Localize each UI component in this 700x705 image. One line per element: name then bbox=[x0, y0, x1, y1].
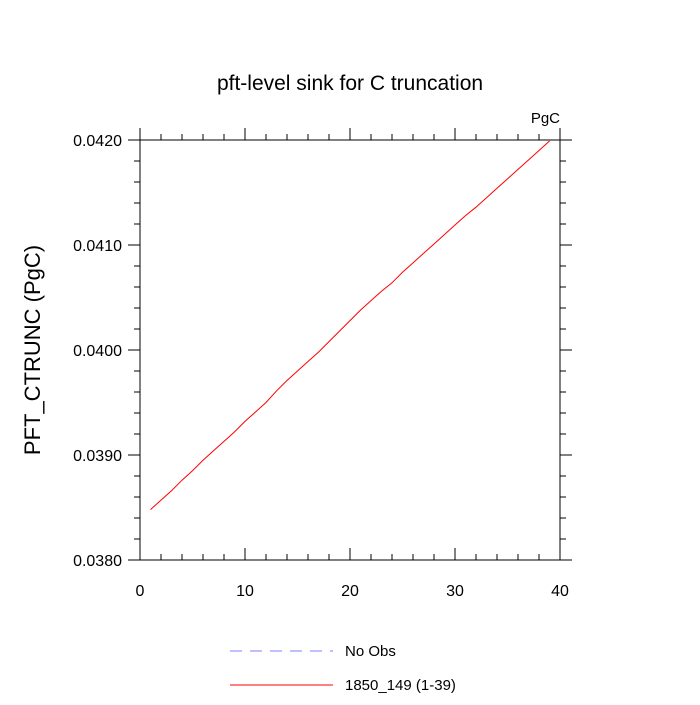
chart-title: pft-level sink for C truncation bbox=[217, 72, 483, 95]
units-label: PgC bbox=[531, 110, 560, 127]
x-tick-label: 40 bbox=[551, 583, 569, 600]
plot-frame bbox=[139, 139, 561, 561]
y-tick-label: 0.0410 bbox=[73, 238, 122, 255]
series-lines bbox=[150, 140, 550, 510]
axis-tick-labels: 0 10 20 30 40 0.0380 0.0390 0.0400 0.0410 0.0420 bbox=[73, 133, 569, 600]
legend-label-1: 1850_149 (1-39) bbox=[345, 677, 456, 694]
x-tick-label: 20 bbox=[341, 583, 359, 600]
axis-ticks bbox=[128, 128, 572, 561]
legend-label-0: No Obs bbox=[345, 643, 396, 660]
x-tick-label: 10 bbox=[236, 583, 254, 600]
y-tick-label: 0.0380 bbox=[73, 553, 122, 570]
series-line-1 bbox=[150, 140, 550, 510]
x-tick-label: 0 bbox=[136, 583, 145, 600]
y-tick-label: 0.0390 bbox=[73, 448, 122, 465]
y-tick-label: 0.0400 bbox=[73, 343, 122, 360]
y-tick-label: 0.0420 bbox=[73, 133, 122, 150]
y-axis-label: PFT_CTRUNC (PgC) bbox=[20, 245, 45, 455]
legend: No Obs 1850_149 (1-39) bbox=[230, 643, 456, 694]
x-tick-label: 30 bbox=[446, 583, 464, 600]
